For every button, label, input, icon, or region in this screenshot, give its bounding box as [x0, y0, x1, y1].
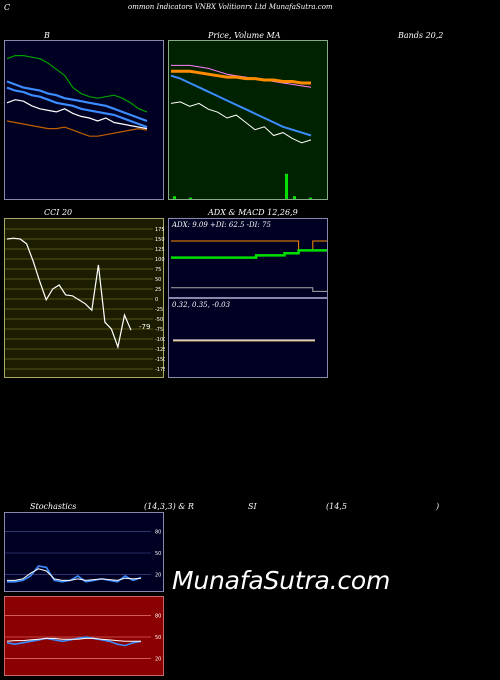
bollinger-chart: [6, 55, 148, 137]
cci-tick-2: 125: [155, 247, 165, 253]
cci-tick-9: -50: [155, 317, 163, 323]
macd-panel: 0.32, 0.35, -0.03: [168, 298, 328, 378]
stoch-tick-2: 20: [155, 573, 161, 579]
stochastics-chart: 80 50 20: [5, 529, 161, 583]
cci-tick-1: 150: [155, 237, 165, 243]
watermark: MunafaSutra.com: [172, 566, 391, 595]
label-adx-macd: ADX & MACD 12,26,9: [208, 208, 298, 217]
cci-tick-5: 50: [155, 277, 161, 283]
cci-chart: 175 150 125 100 75 50 25 0 -25 -50 -75 -100 -125 -150…: [5, 227, 165, 373]
volume-bar-14: [285, 173, 288, 199]
cci-tick-7: 0: [155, 297, 158, 303]
stoch-series-0: [7, 565, 142, 583]
cci-tick-0: 175: [155, 227, 165, 233]
label-bands: Bands 20,2: [398, 31, 444, 40]
price-series-1: [171, 69, 311, 85]
price-series-2: [170, 74, 312, 137]
cci-tick-6: 25: [155, 287, 161, 293]
adx-chart: [171, 240, 327, 292]
rsi-tick-1: 50: [155, 635, 161, 641]
bollinger-series-2: [6, 86, 148, 129]
stoch-tick-1: 50: [155, 551, 161, 557]
stoch-series-1: [7, 568, 142, 581]
volume-bar-0: [173, 196, 176, 199]
label-b: B: [44, 31, 50, 40]
cci-last-label: -79: [139, 323, 150, 331]
label-stoch-params: (14,3,3) & R: [144, 502, 194, 511]
stochastics-panel: 80 50 20: [4, 512, 164, 592]
adx-values: ADX: 9.09 +DI: 62.5 -DI: 75: [172, 221, 271, 229]
rsi-tick-0: 80: [155, 613, 161, 619]
cci-tick-8: -25: [155, 307, 163, 313]
bollinger-series-1: [6, 80, 148, 123]
rsi-series-1: [6, 637, 141, 642]
cci-tick-11: -100: [155, 337, 165, 343]
cci-panel: 175 150 125 100 75 50 25 0 -25 -50 -75 -100 -125 -150…: [4, 218, 165, 378]
rsi-chart: 80 50 20: [5, 613, 161, 663]
label-paren: ): [436, 502, 440, 511]
cci-tick-4: 75: [155, 267, 161, 273]
cci-tick-10: -75: [155, 327, 163, 333]
rsi-panel: 80 50 20: [4, 596, 164, 676]
macd-chart: [173, 339, 315, 342]
macd-values: 0.32, 0.35, -0.03: [172, 301, 231, 309]
label-si: SI: [248, 502, 257, 511]
cci-tick-14: -175: [155, 367, 165, 373]
adx-series-1: [171, 249, 327, 259]
rsi-tick-2: 20: [155, 657, 161, 663]
price-series-3: [170, 101, 312, 144]
bollinger-series-4: [6, 120, 148, 137]
price-volume-panel: [168, 40, 328, 200]
label-price-volume: Price, Volume MA: [208, 31, 281, 40]
label-cci: CCI 20: [44, 208, 73, 217]
adx-series-2: [171, 287, 327, 292]
cci-tick-13: -150: [155, 357, 165, 363]
volume-bar-2: [189, 197, 192, 199]
volume-bar-15: [293, 196, 296, 199]
cci-tick-3: 100: [155, 257, 165, 263]
page-title: ommon Indicators VNBX Volitionrx Ltd Mun…: [128, 3, 333, 11]
bollinger-panel: [4, 40, 164, 200]
adx-panel: ADX: 9.09 +DI: 62.5 -DI: 75: [168, 218, 328, 298]
label-stochastics: Stochastics: [30, 502, 77, 511]
bollinger-series-0: [6, 55, 148, 113]
bollinger-series-3: [6, 99, 148, 130]
cci-tick-12: -125: [155, 347, 165, 353]
label-rsi-params: (14,5: [326, 502, 347, 511]
price-volume-chart: [170, 64, 312, 199]
adx-series-0: [171, 240, 327, 251]
volume-bar-17: [309, 197, 312, 199]
cci-line: [6, 237, 132, 350]
stoch-tick-0: 80: [155, 529, 161, 535]
header-c: C: [4, 3, 11, 12]
